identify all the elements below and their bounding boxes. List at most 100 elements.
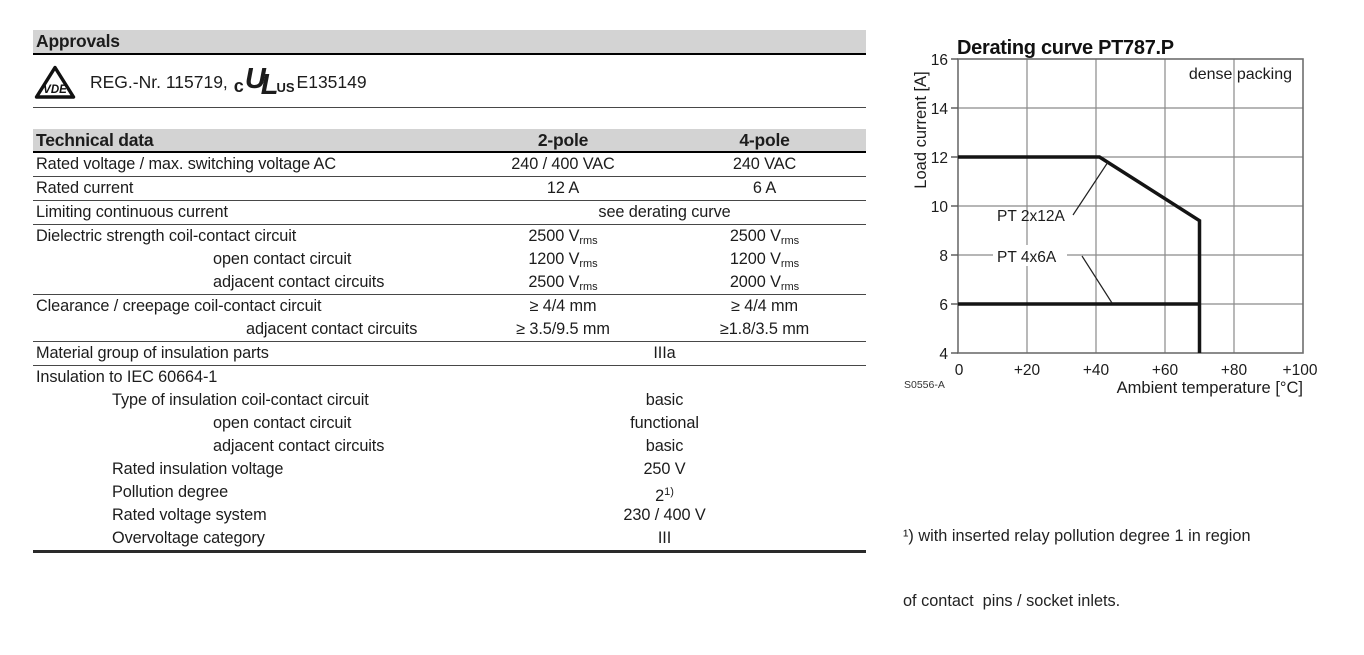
vde-logo-icon: VDE — [34, 65, 76, 99]
row-value-2pole: ≥ 4/4 mm — [529, 297, 597, 315]
row-label: open contact circuit — [213, 250, 352, 268]
row-value-4pole: 6 A — [752, 179, 777, 197]
table-row: adjacent contact circuits 2500 Vrms 2000 V… — [33, 271, 866, 295]
row-value-4pole: 240 VAC — [732, 155, 797, 173]
footnote-line-2: of contact pins / socket inlets. — [903, 591, 1121, 610]
cert-number-text: E135149 — [296, 71, 367, 92]
row-label: Clearance / creepage coil-contact circui… — [36, 297, 322, 315]
table-row: Overvoltage category III — [33, 527, 866, 550]
derating-chart: Derating curve PT787.P — [900, 25, 1340, 397]
table-row: adjacent contact circuits ≥ 3.5/9.5 mm ≥1.… — [33, 318, 866, 342]
x-axis-labels: 0 +20 +40 +60 +80 +100 — [955, 362, 1318, 379]
chart-title: Derating curve PT787.P — [957, 37, 1174, 59]
row-label: adjacent contact circuits — [213, 273, 385, 291]
row-value-2pole: 12 A — [546, 179, 580, 197]
svg-text:+100: +100 — [1283, 362, 1318, 379]
table-row: Type of insulation coil-contact circuit b… — [33, 389, 866, 412]
approvals-title: Approvals — [36, 31, 120, 51]
row-value-span: IIIa — [653, 344, 676, 362]
row-label: adjacent contact circuits — [213, 437, 385, 455]
row-label: open contact circuit — [213, 414, 352, 432]
svg-text:12: 12 — [931, 150, 948, 167]
row-value-4pole: ≥1.8/3.5 mm — [719, 320, 810, 338]
column-header-2pole: 2-pole — [537, 129, 589, 150]
y-axis-ticks — [951, 58, 958, 354]
row-value-span: 230 / 400 V — [623, 506, 706, 524]
leader-line-2x12a — [1072, 161, 1109, 216]
row-value-span: basic — [645, 391, 684, 409]
footnote-line-1: ¹) with inserted relay pollution degree … — [903, 527, 1251, 545]
row-label: Rated voltage / max. switching voltage A… — [36, 155, 336, 173]
leader-line-4x6a — [1081, 255, 1113, 304]
row-value-span: 21) — [655, 486, 674, 505]
ul-logo-icon: c UL US — [233, 63, 295, 101]
row-value-2pole: ≥ 3.5/9.5 mm — [516, 320, 610, 338]
row-label: adjacent contact circuits — [246, 320, 418, 338]
table-row: open contact circuit functional — [33, 412, 866, 435]
svg-text:+60: +60 — [1152, 362, 1179, 379]
row-value-4pole: 2000 Vrms — [729, 273, 800, 293]
row-label: Insulation to IEC 60664-1 — [36, 368, 218, 386]
figure-id: S0556-A — [904, 379, 945, 391]
left-column: Approvals VDE REG.-Nr. 115719, c UL US E… — [33, 30, 866, 553]
table-row: Pollution degree 21) — [33, 481, 866, 505]
row-value-2pole: 2500 Vrms — [528, 227, 598, 247]
technical-table-rows: Rated voltage / max. switching voltage A… — [33, 153, 866, 553]
table-row: Material group of insulation parts IIIa — [33, 342, 866, 366]
footnote: ¹) with inserted relay pollution degree … — [903, 483, 1319, 655]
label-backing — [993, 245, 1067, 266]
table-row: Clearance / creepage coil-contact circui… — [33, 295, 866, 318]
table-row: Insulation to IEC 60664-1 — [33, 366, 866, 389]
table-row: Dielectric strength coil-contact circuit… — [33, 225, 866, 248]
x-axis-title: Ambient temperature [°C] — [1117, 379, 1303, 397]
row-value-span: see derating curve — [598, 203, 731, 221]
row-value-span: functional — [630, 414, 699, 432]
row-label: Material group of insulation parts — [36, 344, 269, 362]
series-label-2x12a: PT 2x12A — [997, 208, 1065, 225]
dense-packing-annotation: dense packing — [1189, 66, 1292, 83]
approvals-text: REG.-Nr. 115719, c UL US E135149 — [90, 63, 367, 101]
y-axis-labels: 16 14 12 10 8 6 4 — [931, 52, 949, 363]
reg-number-text: REG.-Nr. 115719, — [90, 71, 228, 92]
row-value-2pole: 240 / 400 VAC — [511, 155, 615, 173]
table-row: adjacent contact circuits basic — [33, 435, 866, 458]
row-value-4pole: ≥ 4/4 mm — [731, 297, 798, 315]
approvals-row: VDE REG.-Nr. 115719, c UL US E135149 — [33, 55, 866, 108]
table-row: Rated insulation voltage 250 V — [33, 458, 866, 481]
row-label: Limiting continuous current — [36, 203, 228, 221]
datasheet-page: Approvals VDE REG.-Nr. 115719, c UL US E… — [33, 25, 1340, 610]
row-value-4pole: 2500 Vrms — [729, 227, 800, 247]
row-value-2pole: 2500 Vrms — [528, 273, 598, 293]
row-label: Rated insulation voltage — [112, 460, 284, 478]
svg-text:4: 4 — [939, 346, 948, 363]
svg-text:+20: +20 — [1014, 362, 1041, 379]
curve-pt-2x12a — [958, 155, 1202, 353]
row-label: Pollution degree — [112, 483, 229, 501]
svg-text:0: 0 — [955, 362, 964, 379]
column-header-4pole: 4-pole — [739, 129, 790, 150]
table-row: Rated voltage system 230 / 400 V — [33, 504, 866, 527]
row-label: Dielectric strength coil-contact circuit — [36, 227, 297, 245]
svg-text:14: 14 — [931, 101, 949, 118]
table-row: Limiting continuous current see derating … — [33, 201, 866, 225]
table-row: open contact circuit 1200 Vrms 1200 Vrms — [33, 248, 866, 271]
row-value-span: basic — [645, 437, 684, 455]
row-value-span: III — [657, 529, 672, 547]
y-axis-title: Load current [A] — [912, 71, 930, 188]
series-label-4x6a: PT 4x6A — [997, 249, 1057, 266]
row-label: Type of insulation coil-contact circuit — [112, 391, 369, 409]
row-value-2pole: 1200 Vrms — [528, 250, 598, 270]
approvals-header-bar: Approvals — [33, 30, 866, 55]
row-label: Overvoltage category — [112, 529, 265, 547]
table-row: Rated current 12 A 6 A — [33, 177, 866, 201]
svg-text:+40: +40 — [1083, 362, 1110, 379]
svg-text:16: 16 — [931, 52, 948, 69]
technical-data-title: Technical data — [36, 129, 154, 150]
row-label: Rated current — [36, 179, 134, 197]
svg-text:6: 6 — [939, 297, 948, 314]
table-row: Rated voltage / max. switching voltage A… — [33, 153, 866, 177]
svg-text:+80: +80 — [1221, 362, 1248, 379]
technical-data-header-bar: Technical data 2-pole 4-pole — [33, 129, 866, 153]
row-value-span: 250 V — [643, 460, 686, 478]
row-value-4pole: 1200 Vrms — [729, 250, 800, 270]
